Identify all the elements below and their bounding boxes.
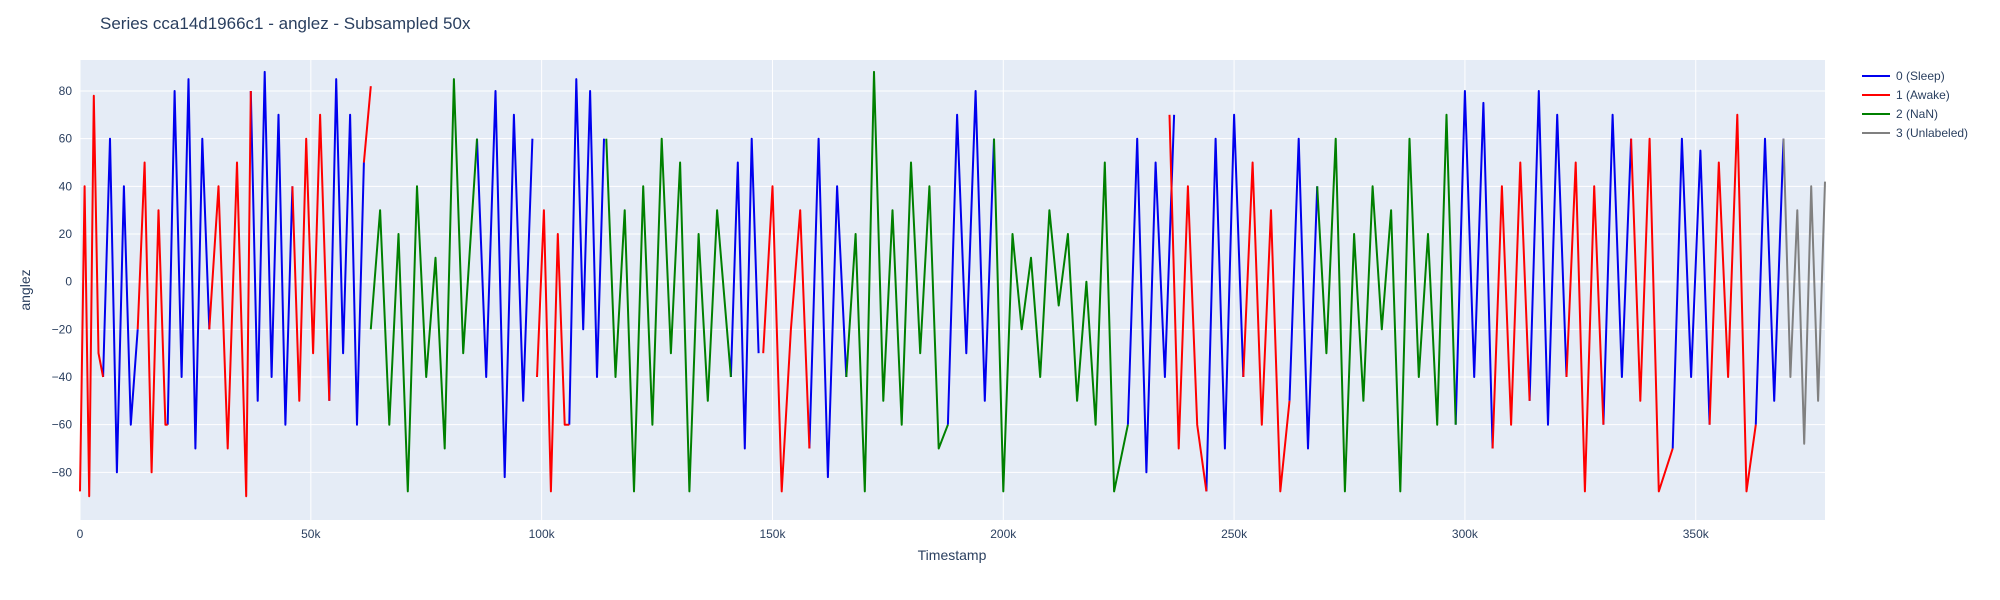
x-tick-label: 300k <box>1452 527 1479 541</box>
series-line <box>1316 113 1457 493</box>
series-line <box>102 137 139 474</box>
series-line <box>729 137 760 450</box>
series-line <box>79 94 105 498</box>
x-axis-title: Timestamp <box>918 547 987 563</box>
legend-item[interactable]: 0 (Sleep) <box>1862 66 1968 85</box>
series-line <box>476 90 534 479</box>
x-tick-label: 0 <box>77 527 84 541</box>
legend-swatch <box>1862 131 1890 134</box>
series-line <box>1491 161 1531 449</box>
x-tick-label: 150k <box>759 527 786 541</box>
series-line <box>328 78 365 426</box>
legend-label: 1 (Awake) <box>1896 87 1950 102</box>
series-3 <box>1782 138 1826 445</box>
series-line <box>291 113 331 402</box>
series-line <box>993 138 1129 493</box>
y-tick-label: 20 <box>59 227 73 241</box>
series-line <box>1205 113 1245 492</box>
legend-swatch <box>1862 112 1890 115</box>
y-tick-label: −80 <box>52 465 73 479</box>
series-line <box>1671 137 1711 449</box>
x-tick-label: 50k <box>301 527 321 541</box>
series-line <box>1754 137 1785 425</box>
series-line <box>136 161 168 474</box>
legend-swatch <box>1862 93 1890 96</box>
y-tick-label: −20 <box>52 322 73 336</box>
series-1 <box>79 86 1757 498</box>
series-line <box>762 185 811 493</box>
legend-label: 2 (NaN) <box>1896 106 1939 121</box>
legend: 0 (Sleep) 1 (Awake) 2 (NaN) 3 (Unlabeled) <box>1862 66 1968 142</box>
x-tick-label: 250k <box>1221 527 1248 541</box>
legend-swatch <box>1862 74 1890 77</box>
series-line <box>369 78 478 493</box>
y-tick-labels: −80 −60 −40 −20 0 20 40 60 80 <box>52 84 73 479</box>
series-line <box>568 78 605 425</box>
legend-item[interactable]: 2 (NaN) <box>1862 104 1968 123</box>
y-tick-label: 0 <box>65 275 72 289</box>
series-line <box>808 137 848 479</box>
series-line <box>605 137 732 493</box>
series-line <box>208 90 252 498</box>
x-tick-label: 200k <box>990 527 1017 541</box>
series-line <box>1528 90 1568 426</box>
series-line <box>166 78 211 450</box>
series-line <box>1126 114 1176 474</box>
series-line <box>1782 138 1826 445</box>
chart-title: Series cca14d1966c1 - anglez - Subsample… <box>100 14 471 33</box>
series-line <box>1708 113 1757 493</box>
series-line <box>249 70 294 426</box>
legend-item[interactable]: 3 (Unlabeled) <box>1862 123 1968 142</box>
series-line <box>946 90 995 425</box>
legend-label: 0 (Sleep) <box>1896 68 1945 83</box>
series-line <box>1242 161 1291 493</box>
series-line <box>362 86 372 163</box>
x-tick-label: 350k <box>1683 527 1710 541</box>
series-2 <box>369 70 1457 493</box>
x-tick-labels: 0 50k 100k 150k 200k 250k 300k 350k <box>77 527 1710 541</box>
legend-item[interactable]: 1 (Awake) <box>1862 85 1968 104</box>
y-tick-label: 60 <box>59 132 73 146</box>
series-line <box>1602 113 1633 425</box>
x-tick-label: 100k <box>529 527 556 541</box>
legend-label: 3 (Unlabeled) <box>1896 125 1969 140</box>
series-line <box>1288 137 1319 450</box>
y-axis-title: anglez <box>17 269 33 310</box>
series-0 <box>102 70 1785 492</box>
y-tick-label: 80 <box>59 84 73 98</box>
y-tick-label: 40 <box>59 179 73 193</box>
series-line <box>845 70 949 493</box>
series-line <box>1565 161 1605 493</box>
grid-lines <box>79 60 1825 520</box>
series-line <box>1454 90 1494 449</box>
y-tick-label: −60 <box>52 418 73 432</box>
y-tick-label: −40 <box>52 370 73 384</box>
series-line <box>536 209 570 493</box>
series-line <box>1168 114 1208 492</box>
series-layer <box>79 70 1826 498</box>
series-line <box>1630 137 1674 493</box>
